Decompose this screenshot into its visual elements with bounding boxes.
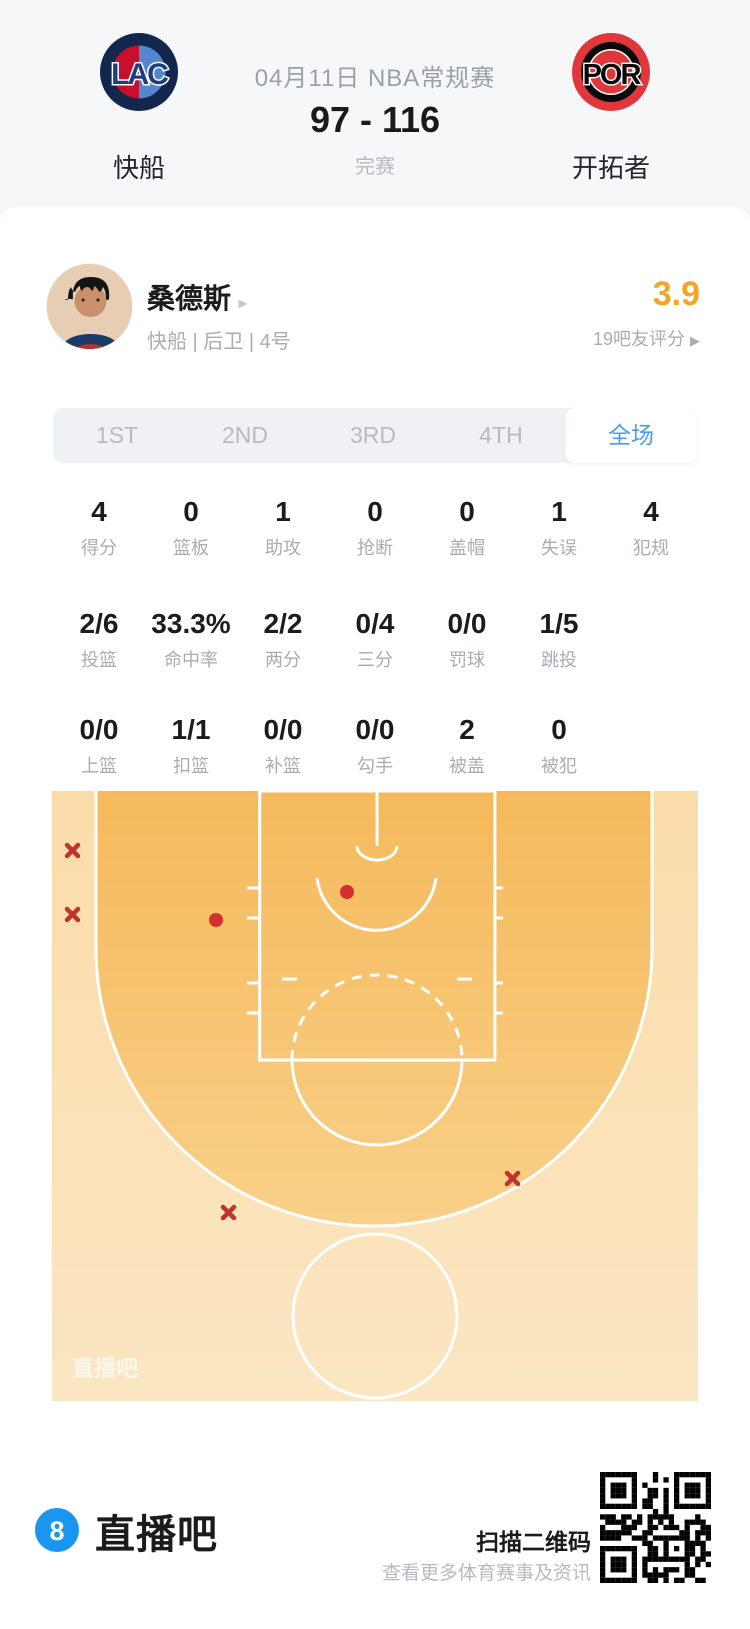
svg-text:8: 8	[49, 1516, 64, 1546]
svg-text:直播吧: 直播吧	[72, 1356, 138, 1381]
